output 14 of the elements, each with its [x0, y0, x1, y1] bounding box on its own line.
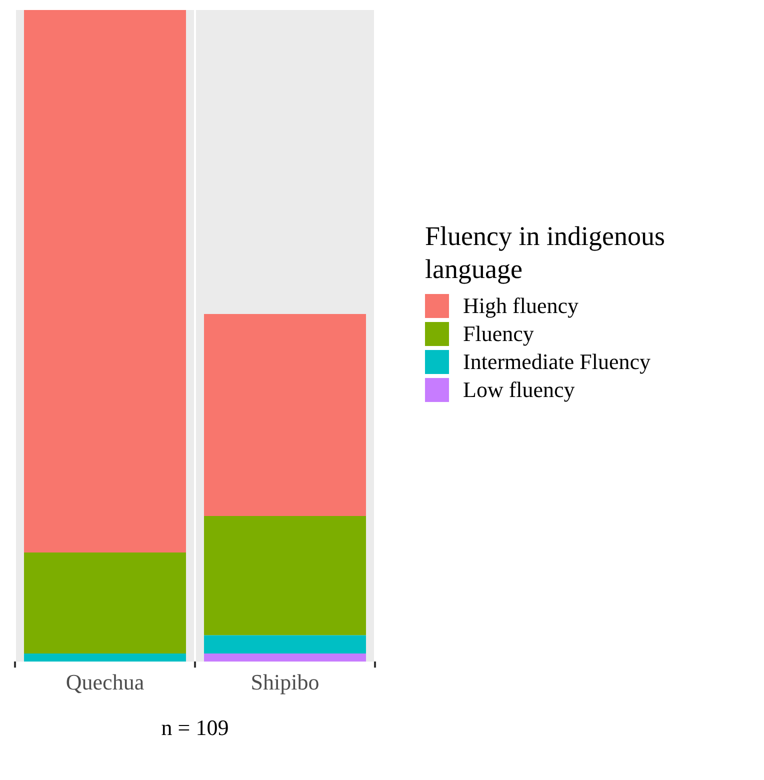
legend-label: Low fluency — [463, 377, 575, 403]
bar — [204, 516, 366, 636]
legend-label: Fluency — [463, 321, 534, 347]
bar — [24, 552, 186, 654]
text: n = 109 — [160, 715, 230, 741]
legend-label: Intermediate Fluency — [463, 349, 651, 375]
x-tick-label: Quechua — [66, 670, 144, 695]
bar — [204, 653, 366, 662]
legend-label: High fluency — [463, 293, 578, 319]
legend-title: Fluency in indigenous language — [425, 220, 666, 286]
bar — [204, 314, 366, 516]
bar — [24, 653, 186, 662]
x-tick-label: Shipibo — [250, 670, 320, 695]
bar — [204, 635, 366, 654]
